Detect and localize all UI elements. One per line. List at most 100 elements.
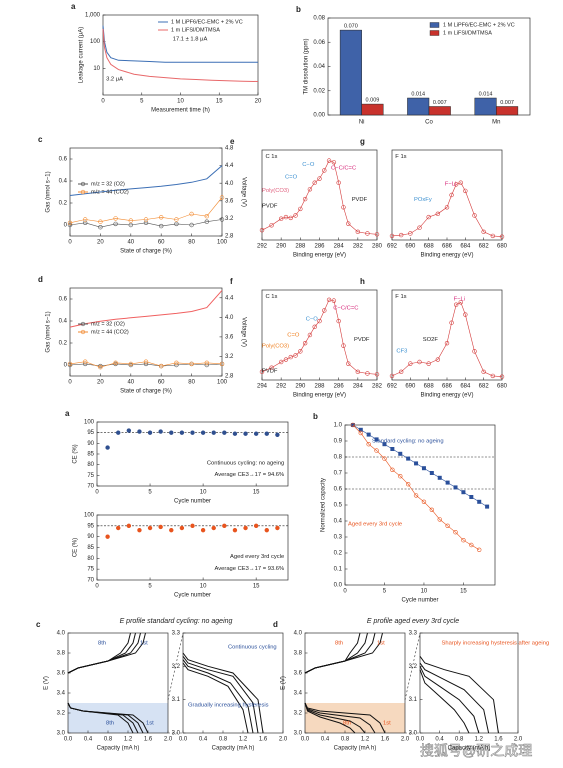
y-tick-label: 3.3	[409, 631, 418, 637]
panel-label: e	[230, 137, 235, 146]
x-tick-label: 0	[95, 490, 99, 496]
x-tick-label: 286	[334, 384, 345, 390]
y2-tick-label: 4.0	[225, 181, 234, 187]
annotation: Continuous cycling	[228, 645, 277, 651]
data-point	[408, 361, 413, 366]
x-tick-label: 10	[421, 589, 428, 595]
y-tick-label: 0.6	[59, 157, 68, 163]
plot-frame	[391, 149, 503, 241]
y-tick-label: 3.2	[409, 664, 418, 670]
data-point	[414, 461, 419, 466]
data-point	[398, 474, 403, 479]
bar	[361, 103, 384, 116]
annotation: 8th	[335, 641, 343, 647]
data-point	[190, 523, 195, 529]
data-point	[435, 357, 441, 362]
series-line	[182, 659, 254, 734]
panel-label: a	[65, 409, 70, 418]
data-point	[113, 216, 118, 221]
data-point	[243, 431, 248, 436]
data-point	[159, 363, 164, 369]
data-point	[105, 534, 110, 539]
y-tick-label: 1,000	[85, 13, 101, 19]
data-point	[190, 430, 195, 435]
data-point	[398, 451, 403, 456]
x-axis-label: Binding energy (eV)	[293, 253, 346, 259]
x-tick-label: 280	[372, 244, 383, 250]
legend-label: m/z = 32 (O2)	[91, 321, 125, 327]
data-point	[461, 490, 466, 495]
legend-label: 1 M LiPF6/EC-EMC + 2% VC	[443, 22, 515, 28]
series-line	[352, 424, 488, 507]
y-tick-label: 100	[90, 39, 101, 45]
x-tick-label: 2.0	[514, 737, 523, 743]
data-point	[453, 529, 458, 535]
x-tick-label: 286	[314, 244, 325, 250]
data-point	[358, 430, 363, 436]
data-point	[445, 480, 450, 485]
panel-label: h	[360, 277, 365, 286]
data-point	[355, 229, 361, 235]
data-point	[179, 430, 185, 435]
panel-label: f	[230, 277, 233, 286]
chart-title: E profile aged every 3rd cycle	[367, 618, 459, 625]
x-tick-label: 284	[353, 384, 364, 390]
data-point	[390, 467, 395, 472]
plot-frame	[261, 149, 378, 241]
series-line	[67, 632, 131, 674]
x-tick-label: 0	[343, 589, 347, 595]
data-point	[374, 232, 380, 237]
bar-value-label: 0.007	[500, 100, 514, 106]
y-tick-label: 3.6	[57, 671, 66, 677]
data-point	[481, 229, 486, 235]
x-tick-label: 0.0	[179, 737, 188, 743]
x-tick-label: 292	[257, 244, 268, 250]
data-point	[390, 447, 395, 451]
panel-label: b	[296, 5, 301, 14]
series-line	[182, 662, 249, 734]
annotation: PVDF	[262, 203, 278, 209]
data-point	[453, 485, 458, 490]
y-tick-label: 70	[87, 484, 94, 490]
data-point	[463, 312, 468, 317]
annotation: F 1s	[395, 294, 406, 300]
y-tick-label: 0.04	[313, 64, 325, 70]
data-point	[113, 360, 118, 365]
y-tick-label: 3.0	[172, 731, 181, 737]
inset-connector	[167, 632, 184, 701]
data-point	[317, 318, 322, 324]
data-point	[232, 431, 238, 436]
annotation: Aged every 3rd cycle	[230, 554, 284, 560]
data-point	[278, 359, 284, 365]
y2-tick-label: 3.6	[225, 198, 234, 204]
data-point	[159, 223, 164, 229]
data-point	[264, 431, 269, 436]
x-tick-label: Ni	[359, 120, 365, 126]
x-tick-label: 2.0	[279, 737, 288, 743]
data-point	[346, 361, 351, 366]
legend-label: m/z = 44 (CO2)	[91, 329, 129, 335]
data-point	[461, 537, 466, 543]
x-tick-label: 40	[127, 380, 134, 386]
data-point	[437, 517, 442, 522]
x-tick-label: 5	[383, 589, 387, 595]
data-point	[204, 219, 210, 224]
data-point	[174, 221, 179, 227]
data-point	[382, 442, 387, 447]
annotation: 1st	[383, 721, 391, 727]
x-tick-label: 688	[424, 244, 435, 250]
x-tick-label: 2.0	[401, 737, 410, 743]
legend-marker	[80, 329, 86, 335]
x-tick-label: 292	[276, 384, 287, 390]
data-point	[469, 495, 474, 499]
data-point	[444, 340, 450, 346]
series-line	[69, 165, 223, 196]
series-line	[102, 28, 259, 82]
y-tick-label: 10	[93, 66, 100, 72]
y-tick-label: 0.6	[59, 297, 68, 303]
y-tick-label: 0.8	[334, 455, 343, 461]
annotation: PVDF	[262, 369, 278, 375]
data-point	[408, 231, 413, 236]
y-axis-label: CE (%)	[73, 538, 79, 557]
